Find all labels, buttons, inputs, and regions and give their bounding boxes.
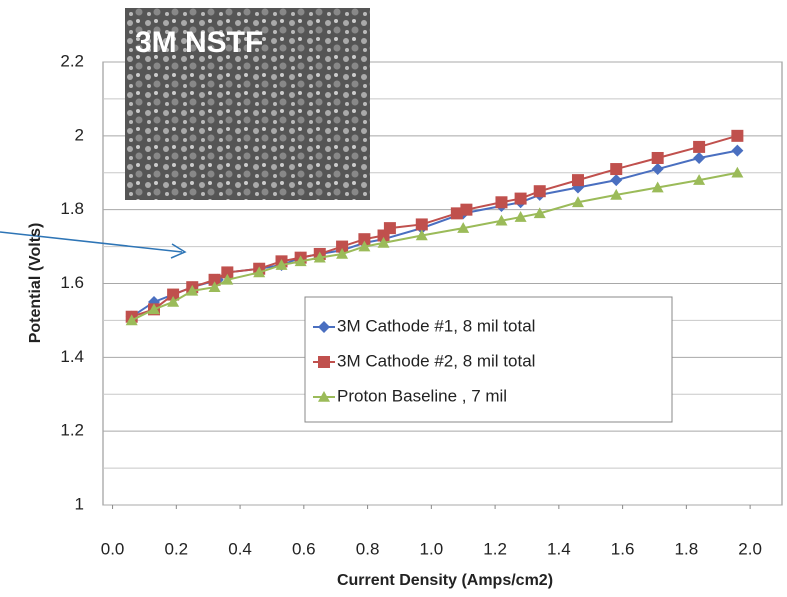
marker	[221, 273, 234, 285]
y-tick-label: 1.4	[60, 347, 84, 366]
marker	[731, 166, 744, 178]
marker	[125, 314, 138, 326]
marker	[651, 181, 664, 193]
x-tick-label: 1.2	[483, 539, 507, 558]
marker	[208, 281, 221, 292]
y-tick-label: 1.2	[60, 421, 84, 440]
marker	[693, 140, 706, 153]
marker	[731, 144, 744, 157]
y-axis-title: Potential (Volts)	[27, 223, 44, 344]
marker	[571, 174, 584, 187]
marker	[186, 284, 199, 296]
marker	[275, 259, 288, 270]
marker	[208, 273, 221, 286]
marker	[358, 240, 371, 252]
marker	[336, 247, 349, 259]
x-tick-label: 1.6	[611, 539, 635, 558]
y-tick-label: 2.2	[60, 51, 84, 70]
x-tick-label: 2.0	[738, 539, 762, 558]
y-tick-label: 1.8	[60, 199, 84, 218]
arrow	[0, 231, 183, 253]
marker	[450, 207, 463, 220]
marker	[460, 203, 473, 216]
x-tick-label: 1.8	[675, 539, 699, 558]
marker	[693, 174, 706, 185]
marker	[358, 233, 371, 246]
inset-label: 3M NSTF	[135, 26, 263, 59]
marker	[318, 391, 330, 402]
x-tick-label: 0.0	[101, 539, 125, 558]
marker	[377, 236, 390, 248]
y-tick-label: 1.6	[60, 273, 84, 292]
y-tick-label: 2	[75, 125, 84, 144]
marker	[533, 207, 546, 219]
marker	[693, 151, 706, 164]
marker	[415, 218, 428, 231]
legend-label: 3M Cathode #1, 8 mil total	[337, 316, 535, 335]
marker	[313, 251, 326, 263]
marker	[651, 163, 664, 176]
marker	[571, 196, 584, 208]
x-tick-label: 0.4	[228, 539, 252, 558]
marker	[318, 356, 330, 368]
marker	[457, 222, 470, 233]
marker	[533, 185, 546, 198]
marker	[167, 288, 180, 301]
x-tick-label: 1.4	[547, 539, 571, 558]
marker	[415, 229, 428, 241]
inset-image	[125, 8, 370, 200]
marker	[336, 240, 349, 253]
marker	[148, 303, 161, 315]
marker	[167, 295, 180, 307]
x-tick-label: 0.6	[292, 539, 316, 558]
x-axis-title: Current Density (Amps/cm2)	[337, 572, 553, 589]
x-tick-label: 0.8	[356, 539, 380, 558]
marker	[514, 192, 527, 205]
marker	[383, 222, 396, 235]
marker	[318, 321, 330, 333]
marker	[651, 151, 664, 164]
marker	[731, 129, 744, 142]
marker	[221, 266, 234, 279]
marker	[253, 266, 266, 278]
legend-label: Proton Baseline , 7 mil	[337, 386, 507, 405]
legend-box	[304, 296, 673, 423]
legend-label: 3M Cathode #2, 8 mil total	[337, 351, 535, 370]
x-tick-label: 0.2	[164, 539, 188, 558]
x-tick-label: 1.0	[420, 539, 444, 558]
marker	[495, 214, 508, 226]
arrow-head	[170, 243, 187, 259]
marker	[610, 174, 623, 187]
marker	[514, 211, 527, 222]
marker	[610, 188, 623, 200]
marker	[495, 196, 508, 209]
y-tick-label: 1	[75, 494, 84, 513]
marker	[610, 163, 623, 176]
marker	[294, 255, 307, 267]
